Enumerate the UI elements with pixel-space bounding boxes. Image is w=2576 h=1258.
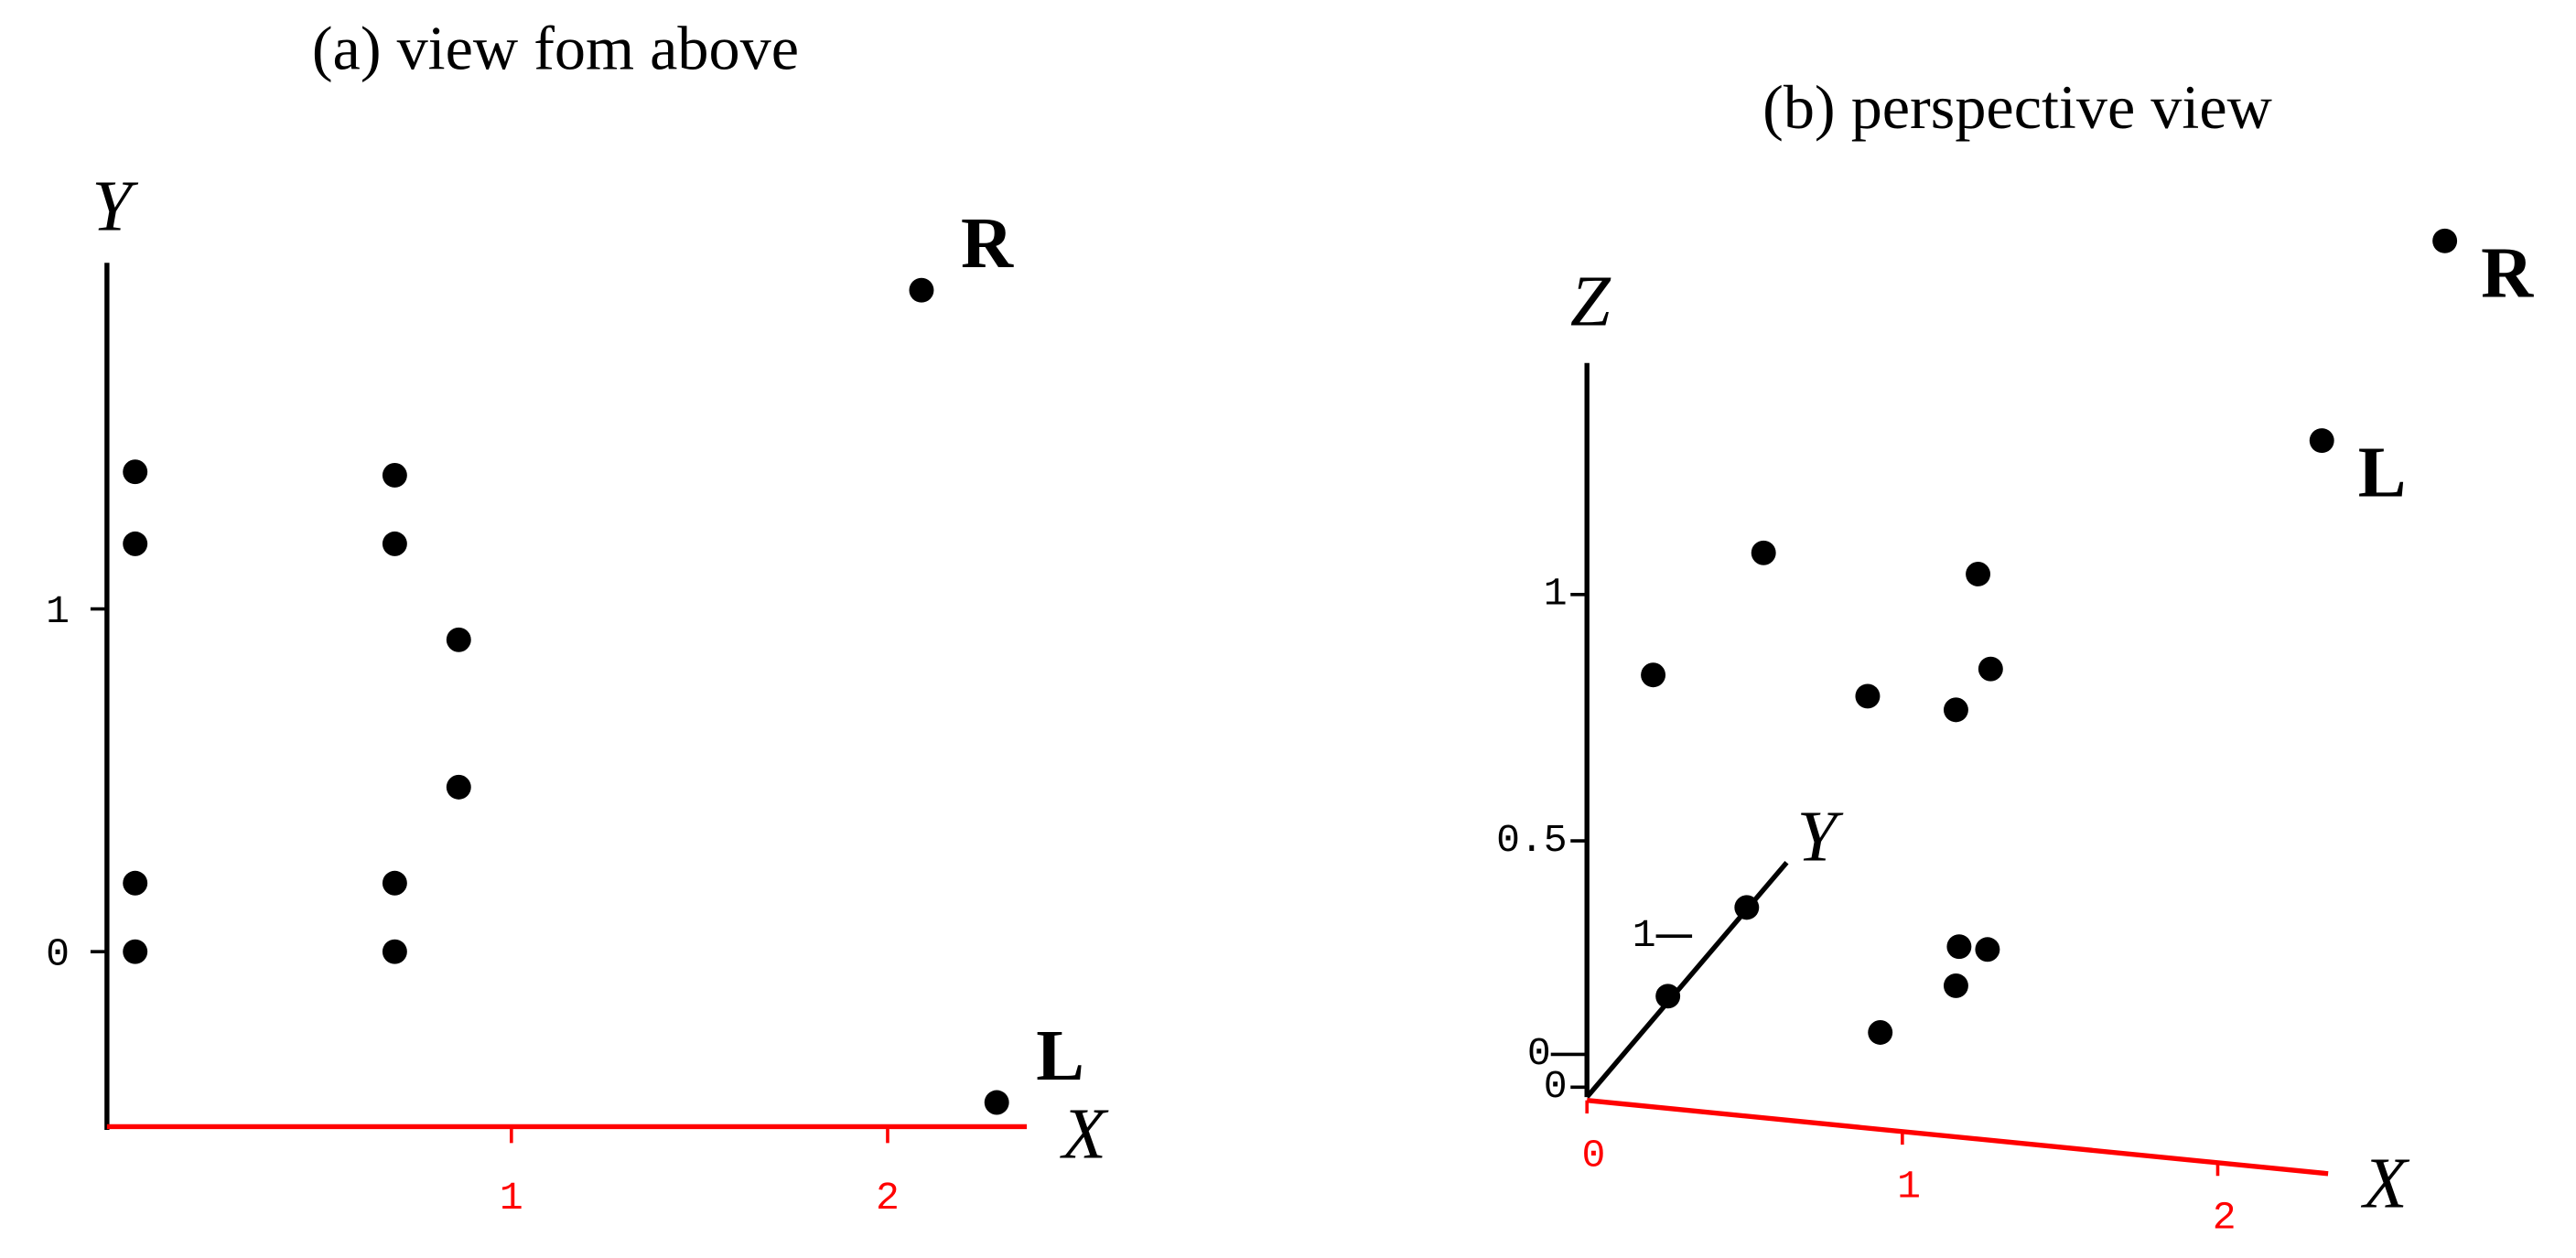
x-tick-label: 2 bbox=[2213, 1196, 2236, 1241]
point bbox=[446, 774, 471, 800]
x-tick-label: 0 bbox=[1581, 1133, 1605, 1177]
point bbox=[123, 870, 148, 896]
point bbox=[123, 531, 148, 556]
point bbox=[123, 459, 148, 485]
x-tick-label: 1 bbox=[1897, 1165, 1921, 1210]
point bbox=[984, 1090, 1009, 1115]
point bbox=[382, 531, 407, 556]
x-axis-label: X bbox=[1060, 1095, 1109, 1175]
x-tick-label: 2 bbox=[876, 1176, 900, 1220]
point bbox=[2432, 228, 2458, 253]
z-axis-label: Z bbox=[1570, 262, 1611, 341]
point bbox=[1751, 540, 1776, 565]
point bbox=[1641, 662, 1666, 688]
point bbox=[382, 939, 407, 964]
point bbox=[2309, 428, 2334, 454]
y-tick-label: 1 bbox=[1633, 913, 1656, 958]
point bbox=[909, 277, 934, 303]
z-tick-label: 1 bbox=[1544, 572, 1568, 617]
point bbox=[1946, 934, 1972, 960]
z-tick-label: 0 bbox=[1544, 1064, 1568, 1109]
point bbox=[382, 870, 407, 896]
point bbox=[382, 463, 407, 488]
point bbox=[1943, 973, 1968, 998]
point bbox=[446, 627, 471, 652]
point bbox=[123, 939, 148, 964]
point bbox=[1978, 656, 2003, 682]
point-label: L bbox=[2358, 434, 2407, 513]
point bbox=[1734, 895, 1760, 920]
panel-title: (a) view fom above bbox=[312, 13, 799, 82]
x-axis bbox=[1586, 1097, 2329, 1177]
point bbox=[1943, 697, 1968, 723]
point-label: R bbox=[2481, 233, 2534, 313]
y-axis-label: Y bbox=[1797, 798, 1844, 877]
point bbox=[1855, 683, 1881, 709]
panel-title: (b) perspective view bbox=[1762, 72, 2272, 142]
z-tick-label: 0.5 bbox=[1496, 818, 1568, 863]
x-axis-label: X bbox=[2360, 1144, 2409, 1223]
point-label: R bbox=[961, 204, 1014, 284]
point bbox=[1966, 562, 1991, 586]
y-axis-label: Y bbox=[92, 167, 138, 246]
y-tick-label: 0 bbox=[46, 932, 70, 977]
point bbox=[1655, 984, 1681, 1009]
point-label: L bbox=[1036, 1016, 1084, 1096]
y-tick-label: 1 bbox=[46, 589, 70, 634]
x-tick-label: 1 bbox=[500, 1176, 523, 1220]
y-tick-label: 0 bbox=[1527, 1031, 1551, 1076]
point bbox=[1868, 1020, 1893, 1045]
y-axis bbox=[1585, 861, 1789, 1099]
point bbox=[1975, 937, 2000, 962]
